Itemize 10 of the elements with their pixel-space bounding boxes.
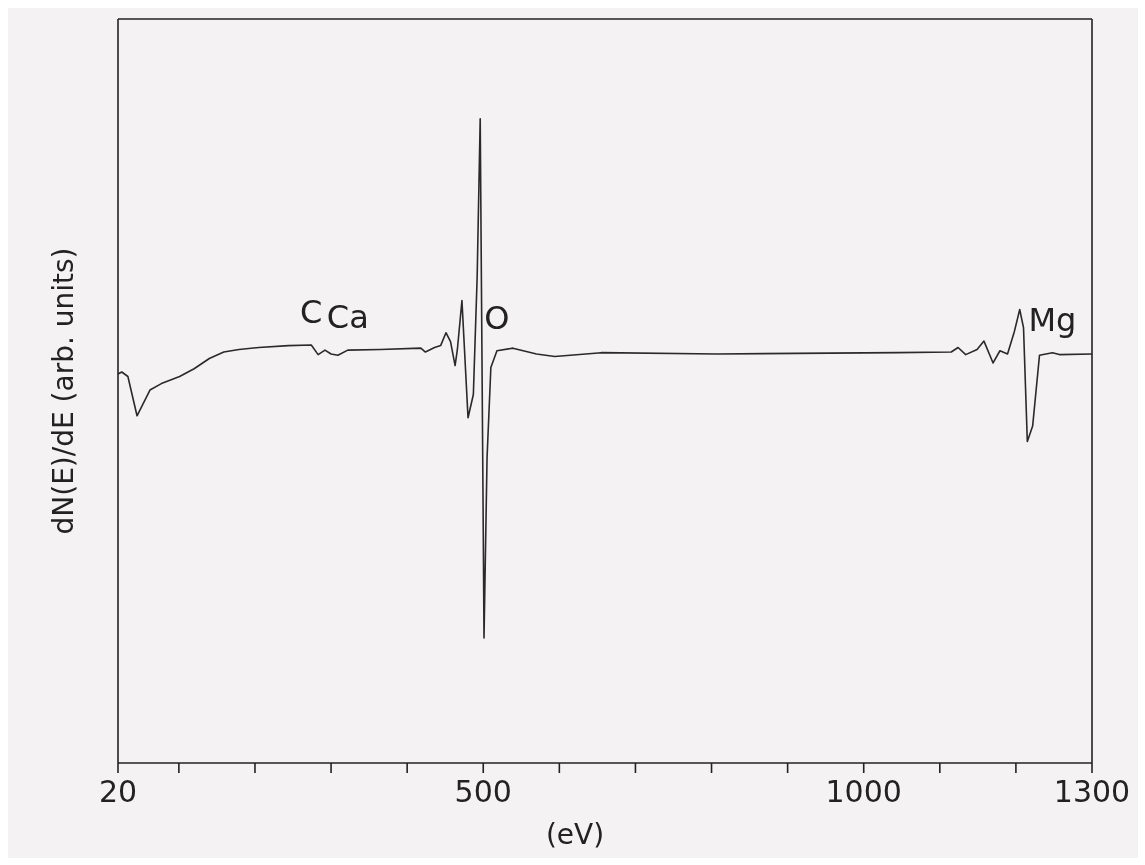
x-tick-label: 1300 [1053, 774, 1131, 810]
y-axis-title: dN(E)/dE (arb. units) [46, 247, 80, 535]
annotation: Mg [1028, 300, 1077, 339]
x-axis-title: (eV) [545, 818, 605, 851]
annotation: Ca [326, 298, 369, 337]
x-tick-label: 20 [98, 774, 138, 810]
annotation: C [300, 292, 323, 331]
annotation: O [484, 298, 510, 337]
x-tick-label: 500 [454, 774, 512, 810]
x-tick-label: 1000 [825, 774, 902, 810]
